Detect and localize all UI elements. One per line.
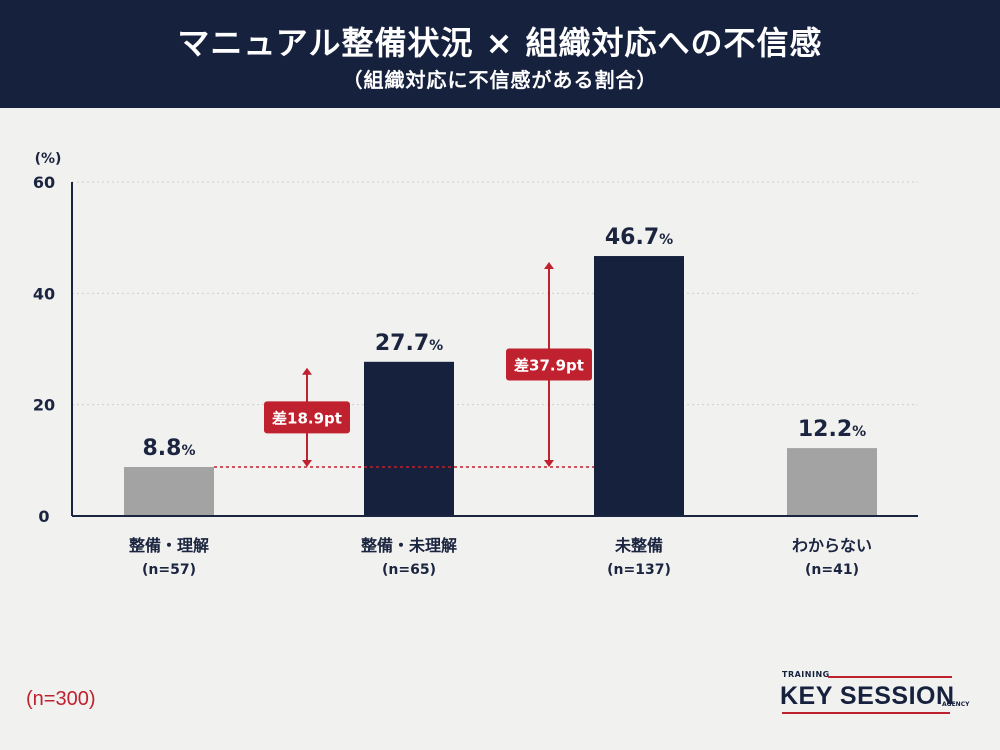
- logo-top-rule: [828, 676, 952, 678]
- y-tick-label: 20: [33, 396, 55, 415]
- difference-badge: [264, 401, 350, 434]
- logo-bottom-text: AGENCY: [942, 701, 970, 708]
- difference-label: 差18.9pt: [272, 409, 342, 427]
- x-tick-label: 未整備: [614, 536, 663, 555]
- header-bar: マニュアル整備状況 × 組織対応への不信感 （組織対応に不信感がある割合）: [0, 0, 1000, 108]
- difference-arrow-head-up: [302, 367, 312, 375]
- data-label: 27.7%: [375, 331, 443, 356]
- x-tick-sample-size: (n=65): [382, 562, 436, 578]
- x-tick-sample-size: (n=41): [805, 562, 859, 578]
- page-title: マニュアル整備状況 × 組織対応への不信感: [177, 24, 823, 62]
- logo-main-text: KEY SESSION: [780, 682, 955, 710]
- difference-arrow-head-up: [544, 262, 554, 270]
- bar: [594, 256, 684, 516]
- bar: [364, 361, 454, 516]
- bar: [124, 467, 214, 516]
- difference-badge: [506, 348, 592, 381]
- difference-arrow-head-down: [302, 460, 312, 468]
- page-subtitle: （組織対応に不信感がある割合）: [342, 68, 658, 92]
- difference-label: 差37.9pt: [514, 357, 584, 375]
- difference-arrow-head-down: [544, 460, 554, 468]
- bar: [787, 448, 877, 516]
- data-label: 8.8%: [142, 436, 195, 461]
- x-tick-sample-size: (n=137): [607, 562, 671, 578]
- brand-logo: TRAINING KEY SESSION AGENCY: [780, 670, 980, 722]
- data-label: 46.7%: [605, 225, 673, 250]
- x-tick-label: 整備・理解: [128, 536, 209, 555]
- sample-size-note: (n=300): [26, 688, 96, 710]
- y-tick-label: 0: [38, 507, 49, 526]
- logo-top-text: TRAINING: [782, 670, 830, 679]
- y-tick-label: 60: [33, 173, 55, 192]
- y-axis-unit-label: (%): [35, 151, 62, 167]
- data-label: 12.2%: [798, 417, 866, 442]
- x-tick-label: わからない: [792, 536, 872, 555]
- x-tick-sample-size: (n=57): [142, 562, 196, 578]
- logo-bottom-rule: [782, 712, 950, 714]
- y-tick-label: 40: [33, 284, 55, 303]
- x-tick-label: 整備・未理解: [360, 536, 457, 555]
